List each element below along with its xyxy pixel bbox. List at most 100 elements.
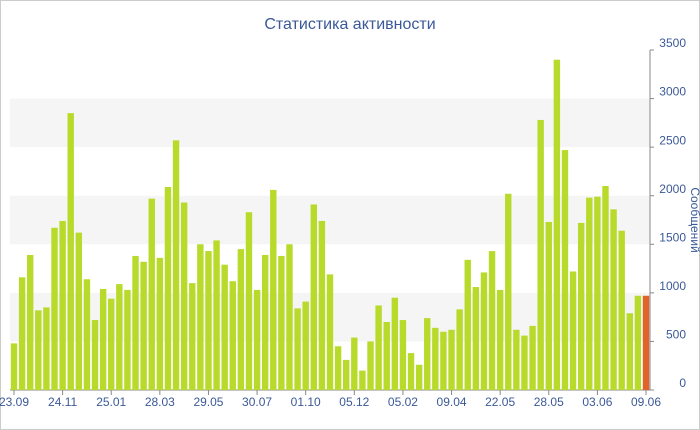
bar bbox=[480, 272, 488, 390]
bar bbox=[35, 310, 42, 390]
bar bbox=[18, 277, 26, 390]
bar bbox=[318, 220, 326, 390]
bar bbox=[626, 313, 633, 390]
bar bbox=[253, 289, 261, 390]
y-tick-label: 500 bbox=[666, 328, 686, 342]
bar bbox=[432, 327, 439, 390]
bar bbox=[496, 289, 504, 390]
bar bbox=[521, 335, 528, 390]
bar bbox=[286, 244, 293, 390]
bar bbox=[367, 341, 374, 390]
bar bbox=[464, 259, 471, 390]
x-tick-label: 28.03 bbox=[145, 395, 175, 409]
x-tick-label: 05.02 bbox=[388, 395, 418, 409]
bar bbox=[383, 322, 390, 390]
bar bbox=[456, 309, 463, 390]
bar bbox=[594, 196, 601, 390]
bar bbox=[334, 346, 342, 390]
bar bbox=[27, 254, 34, 390]
bar bbox=[586, 197, 593, 390]
bar bbox=[213, 240, 220, 390]
bar bbox=[488, 251, 496, 390]
bar bbox=[302, 301, 309, 390]
bar bbox=[245, 212, 253, 390]
bar bbox=[577, 222, 585, 390]
bar bbox=[359, 370, 366, 390]
bar bbox=[270, 189, 277, 390]
bar bbox=[205, 251, 212, 390]
bar bbox=[108, 298, 115, 390]
bar bbox=[326, 274, 334, 390]
bar bbox=[602, 186, 609, 390]
bar bbox=[424, 318, 431, 390]
bar bbox=[189, 283, 196, 390]
chart-title: Статистика активности bbox=[264, 16, 435, 33]
x-tick-label: 28.05 bbox=[534, 395, 564, 409]
bar bbox=[537, 119, 544, 390]
bar bbox=[448, 329, 455, 390]
bar bbox=[140, 261, 147, 390]
bar bbox=[180, 202, 188, 390]
bar bbox=[407, 353, 415, 390]
bar bbox=[116, 284, 123, 390]
bar bbox=[642, 295, 650, 390]
bar bbox=[124, 289, 131, 390]
x-tick-label: 29.05 bbox=[193, 395, 223, 409]
bar bbox=[132, 255, 139, 390]
bar bbox=[375, 305, 382, 390]
x-tick-label: 09.04 bbox=[437, 395, 467, 409]
y-tick-label: 2000 bbox=[659, 182, 686, 196]
bar bbox=[343, 359, 350, 390]
x-tick-label: 05.12 bbox=[339, 395, 369, 409]
bar bbox=[172, 140, 180, 390]
y-tick-label: 2500 bbox=[659, 133, 686, 147]
bar bbox=[148, 198, 155, 390]
bar bbox=[472, 287, 480, 390]
bar bbox=[618, 230, 625, 390]
bar bbox=[91, 320, 99, 390]
bar bbox=[229, 281, 236, 390]
bar bbox=[75, 232, 83, 390]
y-axis-title: Сообщений bbox=[688, 187, 700, 252]
x-tick-label: 25.01 bbox=[96, 395, 126, 409]
bar bbox=[43, 307, 50, 390]
x-tick-label: 22.05 bbox=[485, 395, 515, 409]
bar bbox=[59, 220, 66, 390]
bar bbox=[51, 227, 58, 390]
bar bbox=[561, 150, 569, 390]
bar bbox=[415, 364, 423, 390]
y-tick-label: 3500 bbox=[659, 36, 686, 50]
bar bbox=[545, 221, 552, 390]
bar bbox=[529, 325, 536, 390]
bar bbox=[569, 271, 577, 390]
bar bbox=[237, 249, 245, 390]
bar bbox=[10, 343, 18, 390]
bar bbox=[261, 254, 269, 390]
bar bbox=[99, 288, 107, 390]
bar bbox=[440, 331, 447, 390]
bar bbox=[351, 337, 358, 390]
x-tick-label: 30.07 bbox=[242, 395, 272, 409]
bar bbox=[399, 320, 407, 390]
bar bbox=[553, 59, 561, 390]
y-tick-label: 0 bbox=[679, 376, 686, 390]
y-tick-label: 1500 bbox=[659, 230, 686, 244]
bar bbox=[505, 193, 512, 390]
bar bbox=[278, 255, 285, 390]
bar bbox=[83, 279, 91, 390]
bar bbox=[156, 257, 164, 390]
x-tick-label: 24.11 bbox=[48, 395, 77, 409]
bar bbox=[513, 329, 520, 390]
bar bbox=[67, 113, 74, 391]
bar bbox=[634, 295, 642, 390]
y-tick-label: 3000 bbox=[659, 85, 686, 99]
bar bbox=[391, 297, 399, 390]
x-tick-label: 23.09 bbox=[0, 395, 29, 409]
x-tick-label: 01.10 bbox=[291, 395, 321, 409]
x-tick-label: 03.06 bbox=[582, 395, 612, 409]
bar bbox=[197, 244, 204, 390]
x-tick-label: 09.06 bbox=[631, 395, 661, 409]
y-tick-label: 1000 bbox=[659, 279, 686, 293]
bar bbox=[294, 308, 301, 390]
